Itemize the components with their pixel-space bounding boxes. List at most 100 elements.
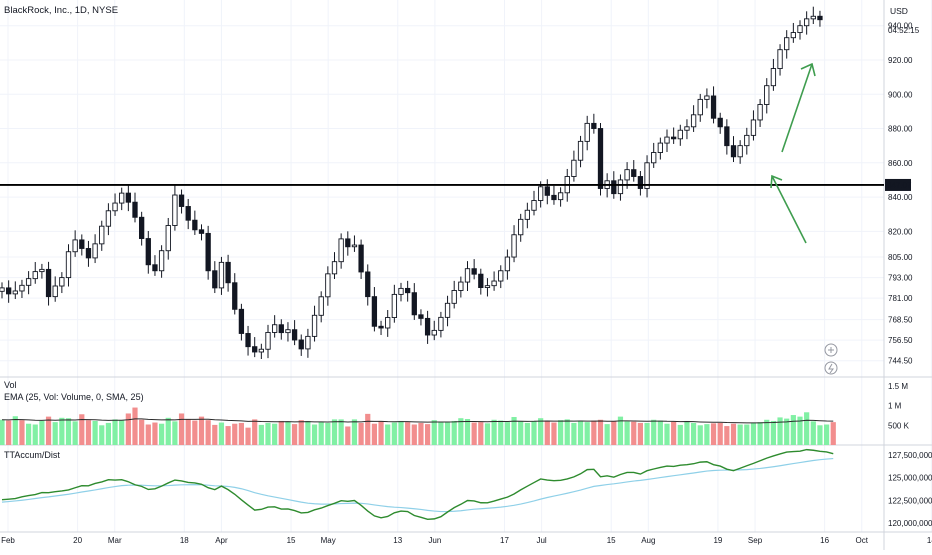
volume-bar — [724, 426, 730, 445]
time-axis-tick-label: 18 — [180, 536, 189, 545]
volume-bar — [664, 423, 670, 445]
volume-bar — [830, 422, 836, 445]
candle-up — [112, 202, 118, 212]
volume-bar — [391, 422, 397, 445]
lightning-bolt — [828, 363, 834, 374]
time-axis-tick-label: Oct — [856, 536, 869, 545]
candle-up — [285, 329, 291, 334]
volume-bar — [684, 420, 690, 445]
time-axis-tick-label: 16 — [820, 536, 829, 545]
candle-down — [178, 194, 185, 207]
volume-bar — [644, 422, 650, 445]
accum-line — [1, 448, 834, 521]
time-axis-tick-label: 19 — [713, 536, 722, 545]
volume-bar — [624, 421, 630, 445]
candle-down — [212, 270, 218, 289]
volume-bar — [770, 420, 776, 445]
volume-bar — [531, 420, 537, 445]
volume-bar — [710, 423, 717, 445]
candle-up — [325, 273, 331, 298]
volume-bar — [591, 420, 597, 445]
candle-down — [637, 176, 644, 189]
volume-bar — [478, 422, 484, 445]
candle-down — [245, 333, 251, 348]
candle-down — [85, 248, 92, 259]
volume-bar — [245, 427, 251, 445]
price-axis-tick-label: 768.50 — [888, 316, 913, 325]
volume-bar — [185, 418, 191, 445]
candle-up — [65, 251, 72, 279]
volume-bar — [139, 419, 145, 445]
volume-bar — [757, 422, 763, 445]
candle-up — [12, 290, 18, 295]
price-axis-tick-label: 781.00 — [888, 294, 913, 303]
volume-bar — [59, 417, 65, 445]
volume-bar — [205, 420, 211, 445]
price-axis-tick-label: 805.00 — [888, 253, 913, 262]
candle-up — [458, 281, 464, 291]
volume-bar — [777, 417, 783, 445]
candle-up — [770, 68, 777, 87]
volume-bar — [498, 420, 504, 445]
currency-label: USD — [890, 6, 908, 16]
candle-up — [491, 280, 497, 287]
candle-up — [684, 126, 690, 131]
candle-down — [358, 244, 364, 273]
time-axis-tick-label: 15 — [287, 536, 296, 545]
candle-up — [704, 95, 710, 100]
volume-bar — [65, 418, 72, 445]
time-axis-tick-label: 20 — [73, 536, 82, 545]
volume-bar — [252, 419, 258, 445]
candle-down — [591, 122, 597, 129]
candle-up — [105, 210, 112, 227]
accum-axis-tick-label: 122,500,000.00 — [888, 496, 932, 505]
candle-up — [444, 302, 451, 318]
time-axis-tick-label: 15 — [607, 536, 616, 545]
volume-legend-ema: EMA (25, Vol: Volume, 0, SMA, 25) — [4, 392, 144, 402]
candle-up — [750, 119, 757, 136]
candle-down — [418, 314, 424, 319]
volume-bar — [371, 423, 377, 445]
candle-down — [132, 201, 138, 218]
price-axis-tick-label: 940.00 — [888, 22, 913, 31]
candle-up — [338, 238, 344, 263]
candle-up — [119, 192, 125, 204]
accum-axis-tick-label: 125,000,000.00 — [888, 474, 932, 483]
candle-down — [631, 169, 637, 177]
candle-up — [438, 316, 444, 331]
volume-bar — [398, 420, 404, 445]
candle-up — [391, 293, 397, 318]
volume-bar — [311, 424, 318, 445]
volume-bar — [511, 417, 517, 445]
volume-bar — [704, 424, 710, 445]
candle-up — [797, 25, 803, 34]
volume-bar — [258, 424, 264, 445]
volume-bar — [657, 420, 663, 445]
volume-bar — [325, 422, 331, 445]
volume-bar — [112, 419, 118, 445]
volume-bar — [744, 424, 750, 445]
volume-bar — [444, 422, 451, 445]
volume-bar — [604, 424, 610, 445]
candle-up — [511, 234, 517, 258]
volume-bar — [491, 419, 497, 445]
price-axis-tick-label: 900.00 — [888, 90, 913, 99]
candle-down — [45, 268, 52, 298]
volume-bar — [504, 422, 510, 445]
candle-up — [790, 32, 797, 39]
volume-bar — [617, 416, 624, 445]
candle-up — [498, 270, 504, 282]
candle-down — [291, 329, 298, 341]
candle-down — [478, 273, 484, 288]
volume-bar — [225, 426, 231, 445]
support-arrow-shaft — [771, 175, 807, 244]
candle-up — [757, 104, 763, 121]
volume-bar — [145, 424, 151, 445]
volume-bar — [697, 425, 703, 445]
candle-up — [810, 15, 816, 20]
volume-bar — [458, 418, 464, 445]
candle-up — [484, 285, 491, 288]
candle-up — [305, 335, 311, 350]
